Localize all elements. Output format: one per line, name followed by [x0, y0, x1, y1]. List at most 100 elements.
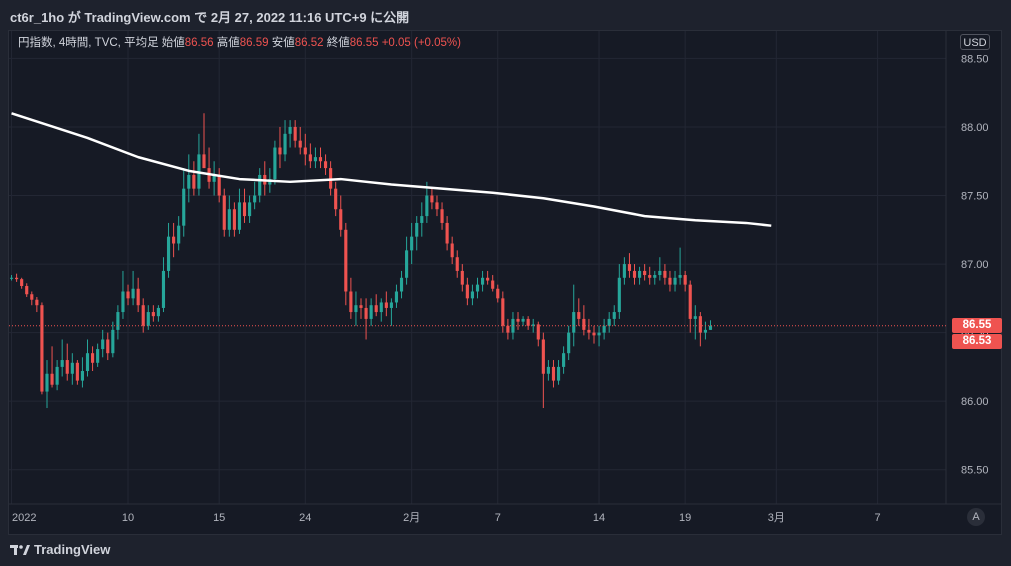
candle-body [217, 174, 221, 196]
tradingview-logo[interactable]: TradingView [10, 542, 110, 557]
candle-body [663, 270, 667, 278]
moving-average-line [11, 112, 772, 227]
candle-body [425, 195, 429, 217]
x-tick-label: 15 [213, 512, 225, 524]
x-tick-label: 7 [875, 512, 881, 524]
candle-body [440, 209, 444, 223]
candle-body [116, 312, 120, 330]
candle-body [551, 366, 556, 381]
candle-body [141, 305, 145, 326]
candle-body [303, 147, 307, 155]
candle-body [9, 277, 14, 279]
candle-body [526, 318, 530, 326]
candle-body [399, 277, 404, 292]
candle-body [415, 222, 419, 237]
ma-price-tag: 86.53 [952, 334, 1002, 349]
candle-body [222, 195, 226, 230]
candle-body [531, 324, 535, 326]
candle-body [430, 195, 434, 203]
candle-body [653, 275, 657, 278]
x-tick-label: 2022 [12, 512, 36, 524]
candle-body [435, 202, 439, 210]
candle-body [35, 299, 39, 306]
candle-body [20, 279, 24, 287]
y-tick-label: 87.00 [961, 259, 989, 271]
candle-body [632, 270, 637, 278]
candle-body [40, 305, 44, 392]
candle-body [288, 126, 292, 134]
candle-body [45, 373, 49, 392]
candle-body [227, 209, 231, 230]
candle-body [622, 264, 626, 278]
candle-body [248, 202, 252, 217]
candle-body [658, 270, 662, 276]
candle-body [602, 325, 606, 333]
candle-body [693, 316, 697, 319]
candle-body [592, 332, 596, 336]
candle-body [638, 270, 642, 278]
candle-body [308, 154, 312, 162]
candle-body [359, 305, 363, 308]
candle-body [536, 324, 540, 340]
candle-body [339, 209, 343, 230]
candle-body [389, 302, 393, 308]
x-tick-label: 10 [122, 512, 134, 524]
y-tick-label: 87.50 [961, 191, 989, 203]
x-tick-label: 14 [593, 512, 605, 524]
footer-bar: TradingView [0, 535, 1011, 566]
candle-body [612, 312, 616, 319]
candle-body [344, 229, 348, 292]
candle-body [491, 280, 495, 289]
candle-body [688, 284, 692, 319]
candle-body [364, 307, 368, 319]
candle-body [85, 353, 90, 372]
candle-body [450, 243, 454, 258]
legend-low-label: 安値 [272, 35, 295, 49]
candle-body [607, 318, 611, 326]
x-tick-label: 3月 [768, 512, 785, 524]
candle-body [146, 312, 150, 326]
candle-body [369, 305, 373, 319]
candle-body [101, 339, 105, 350]
tradingview-logo-icon [10, 544, 30, 555]
candle-body [597, 332, 601, 336]
auto-scale-button[interactable]: A [967, 508, 985, 526]
candle-body [698, 316, 702, 333]
candle-body [318, 157, 323, 162]
legend-symbol: 円指数, 4時間, TVC, 平均足 [18, 35, 162, 49]
candle-body [627, 264, 632, 271]
candle-body [283, 133, 287, 155]
candle-body [572, 312, 576, 333]
candle-body [15, 277, 19, 280]
candle-body [384, 302, 388, 308]
candle-body [91, 353, 95, 363]
legend-open-value: 86.56 [185, 37, 217, 49]
candle-body [253, 195, 257, 203]
candle-body [420, 216, 424, 223]
candle-body [131, 288, 135, 299]
header-bar: ct6r_1ho が TradingView.com で 2月 27, 2022… [0, 0, 1011, 30]
candle-body [187, 174, 191, 189]
candle-body [374, 305, 378, 313]
chart-pane[interactable] [8, 30, 1002, 535]
candle-body [334, 188, 338, 210]
candle-body [668, 277, 672, 285]
candle-body [617, 277, 621, 313]
candle-body [410, 236, 414, 251]
candle-body [323, 161, 328, 169]
currency-button[interactable]: USD [960, 34, 990, 50]
candle-body [511, 318, 515, 333]
candle-body [192, 174, 196, 189]
legend-low-value: 86.52 [295, 37, 327, 49]
candle-body [70, 362, 74, 374]
candle-body [212, 174, 216, 182]
candle-body [460, 270, 464, 285]
page-title: ct6r_1ho が TradingView.com で 2月 27, 2022… [10, 10, 410, 25]
candle-body [293, 126, 297, 141]
candle-body [182, 188, 186, 226]
candle-body [703, 329, 707, 333]
candle-body [151, 312, 155, 317]
candle-body [55, 366, 59, 385]
candle-body [496, 288, 500, 299]
